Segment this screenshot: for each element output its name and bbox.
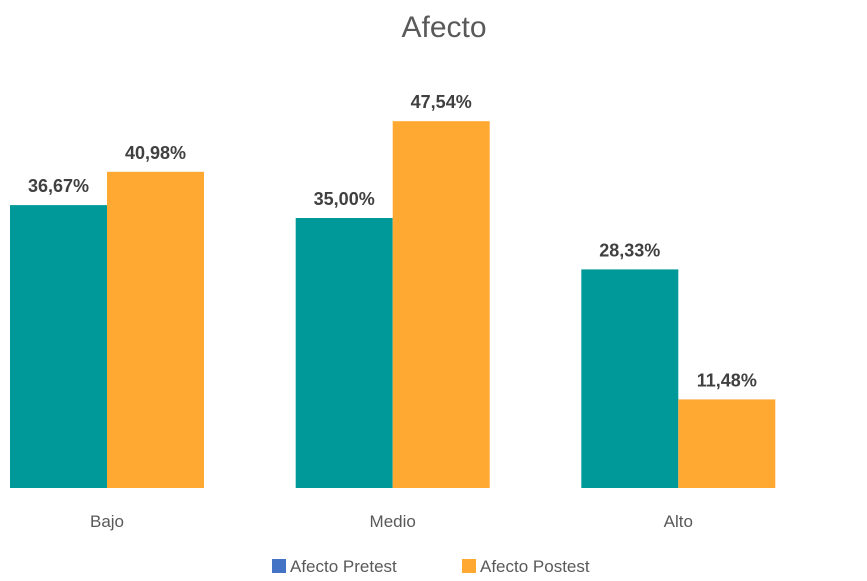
category-labels-group: Bajo Medio Alto: [90, 512, 693, 531]
legend: Afecto Pretest Afecto Postest: [272, 557, 590, 576]
data-label-afecto-pretest-bajo: 36,67%: [28, 176, 89, 196]
bars-group: [10, 121, 776, 489]
legend-item-afecto-postest: Afecto Postest: [462, 557, 590, 576]
bar-afecto-postest-medio: [392, 121, 490, 488]
legend-label-afecto-postest: Afecto Postest: [480, 557, 590, 576]
value-labels-group: 36,67% 40,98% 35,00% 47,54% 28,33% 11,48%: [28, 92, 757, 390]
data-label-afecto-pretest-alto: 28,33%: [599, 240, 660, 260]
legend-swatch-afecto-pretest: [272, 559, 286, 573]
legend-swatch-afecto-postest: [462, 559, 476, 573]
bar-afecto-pretest-alto: [581, 269, 679, 488]
legend-item-afecto-pretest: Afecto Pretest: [272, 557, 397, 576]
category-label-alto: Alto: [664, 512, 693, 531]
bar-afecto-pretest-medio: [295, 218, 393, 488]
data-label-afecto-postest-bajo: 40,98%: [125, 143, 186, 163]
data-label-afecto-postest-medio: 47,54%: [411, 92, 472, 112]
bar-afecto-pretest-bajo: [10, 205, 107, 488]
data-label-afecto-postest-alto: 11,48%: [697, 370, 757, 390]
chart-title: Afecto: [401, 11, 486, 44]
bar-afecto-postest-alto: [678, 399, 776, 488]
data-label-afecto-pretest-medio: 35,00%: [314, 189, 375, 209]
category-label-medio: Medio: [370, 512, 416, 531]
bar-afecto-postest-bajo: [107, 171, 204, 489]
category-label-bajo: Bajo: [90, 512, 124, 531]
legend-label-afecto-pretest: Afecto Pretest: [290, 557, 397, 576]
